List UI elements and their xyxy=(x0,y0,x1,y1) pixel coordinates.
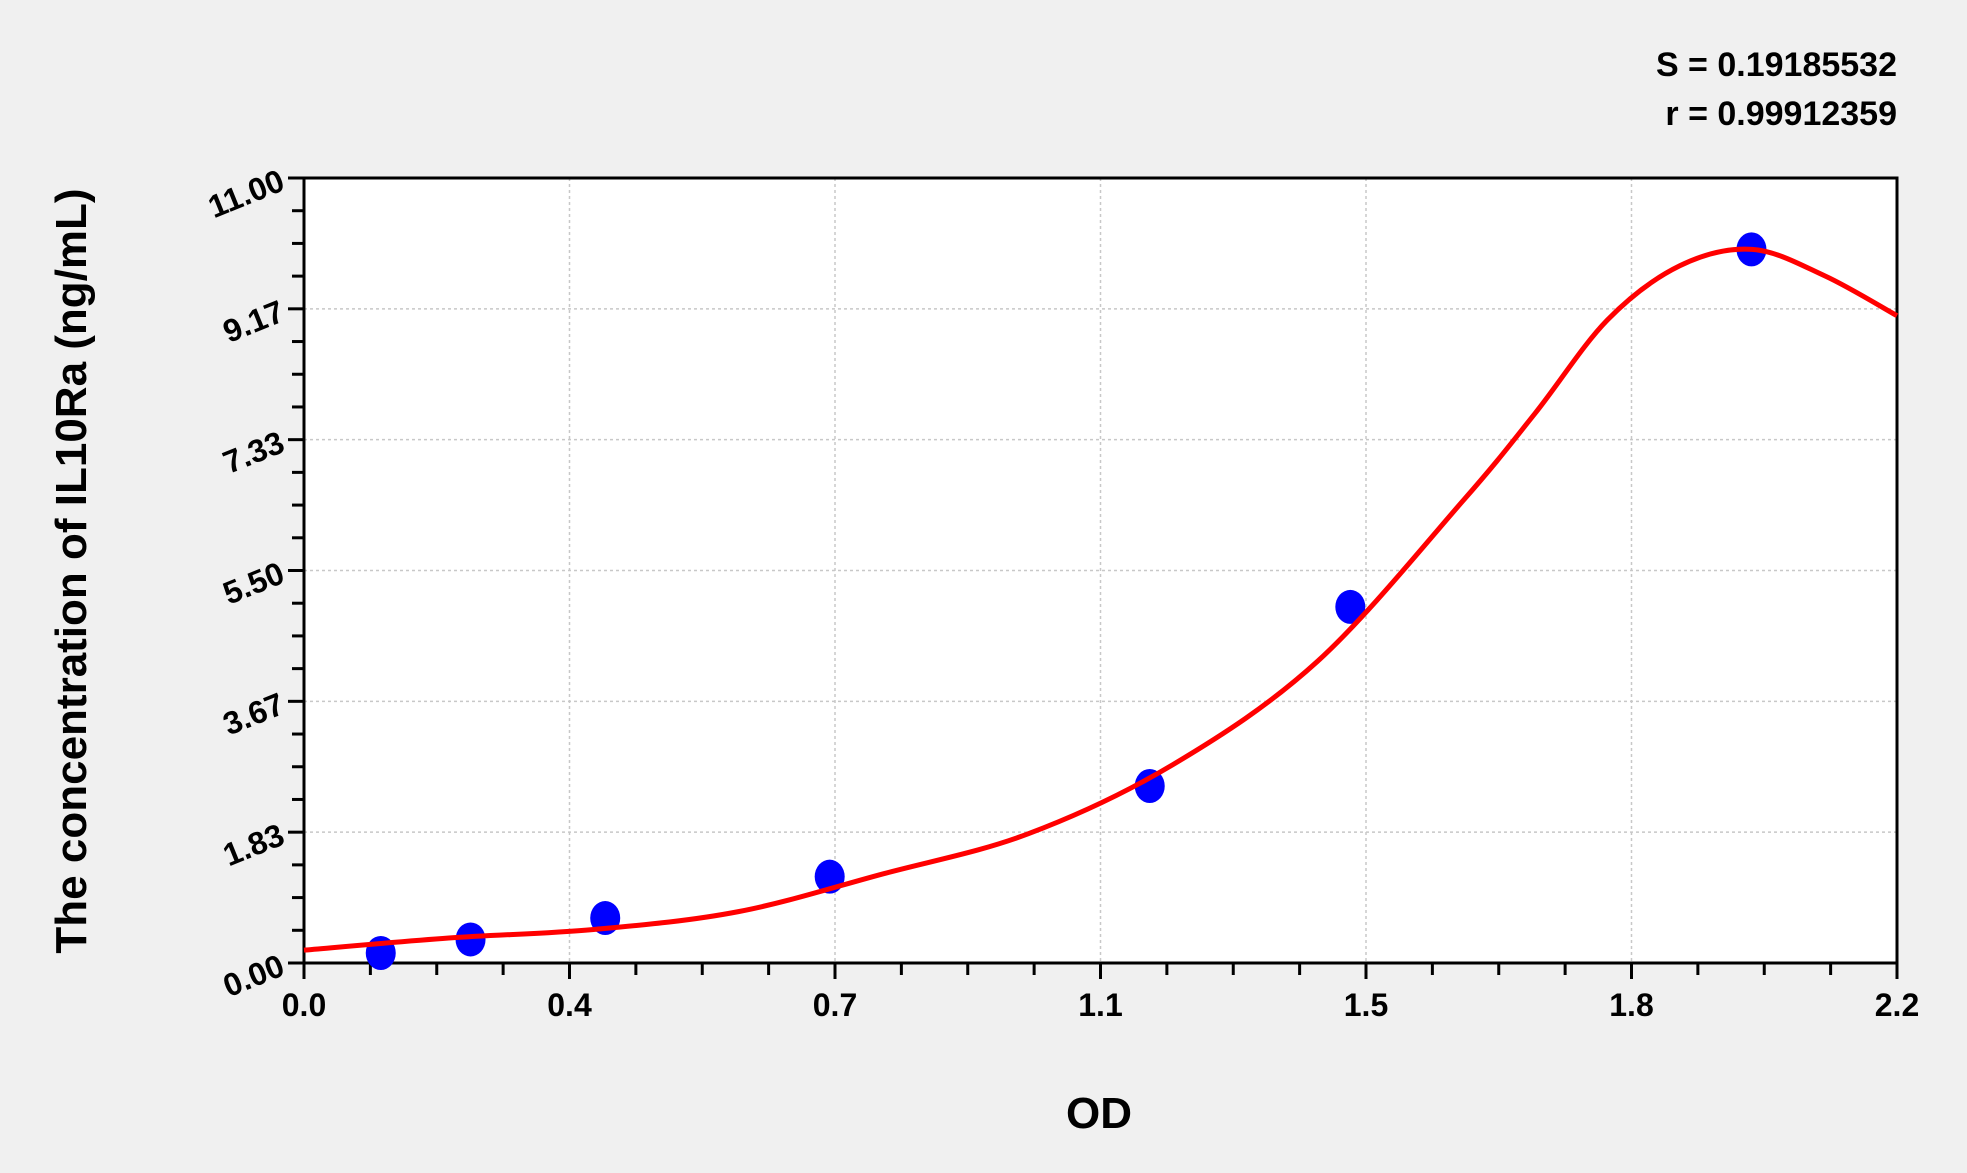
x-tick-label: 0.0 xyxy=(282,987,326,1023)
x-axis-title: OD xyxy=(1066,1089,1132,1138)
data-point xyxy=(455,922,486,957)
plot-frame xyxy=(302,176,1899,965)
x-tick-label: 1.1 xyxy=(1078,987,1122,1023)
data-point xyxy=(1134,769,1165,804)
y-axis-title: The concentration of IL10Ra (ng/mL) xyxy=(47,188,96,953)
r-statistic: r = 0.99912359 xyxy=(1665,95,1897,133)
gridlines xyxy=(304,178,1897,963)
x-tick-label: 1.8 xyxy=(1609,987,1653,1023)
data-point xyxy=(1335,589,1366,624)
x-tick-label: 2.2 xyxy=(1875,987,1919,1023)
x-tick-label: 0.7 xyxy=(813,987,857,1023)
x-tick-label: 0.4 xyxy=(547,987,592,1023)
x-tick-labels: 0.0 0.4 0.7 1.1 1.5 1.8 2.2 xyxy=(282,987,1919,1023)
x-tick-label: 1.5 xyxy=(1344,987,1388,1023)
s-statistic: S = 0.19185532 xyxy=(1656,46,1897,84)
fit-curve xyxy=(303,246,1899,953)
